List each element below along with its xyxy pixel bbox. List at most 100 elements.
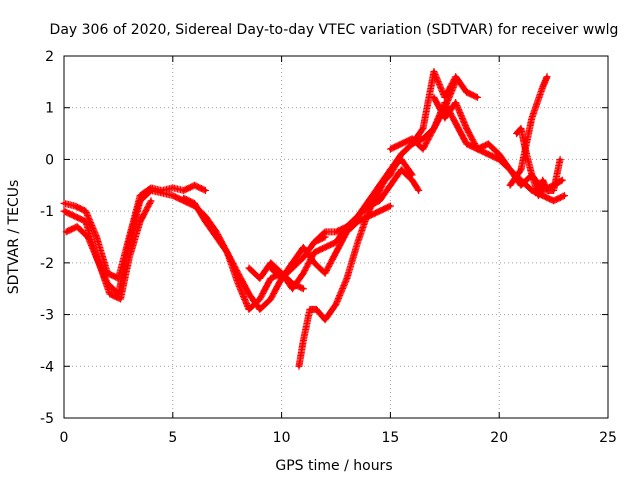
data-point bbox=[432, 69, 436, 74]
data-point bbox=[367, 204, 371, 208]
chart-title: Day 306 of 2020, Sidereal Day-to-day VTE… bbox=[50, 22, 619, 38]
data-point bbox=[171, 186, 175, 190]
y-tick-label: -4 bbox=[40, 359, 54, 375]
x-tick-label: 25 bbox=[599, 430, 617, 446]
data-point bbox=[323, 271, 327, 275]
data-point bbox=[497, 152, 501, 156]
data-point bbox=[417, 188, 421, 193]
series-track-8 bbox=[310, 68, 481, 246]
x-tick-label: 5 bbox=[168, 430, 177, 446]
data-point bbox=[421, 126, 425, 130]
data-point bbox=[421, 147, 425, 151]
data-point bbox=[269, 276, 273, 280]
data-point bbox=[62, 201, 66, 205]
data-point bbox=[399, 142, 403, 146]
data-point bbox=[334, 230, 338, 234]
x-tick-label: 20 bbox=[490, 430, 508, 446]
data-point bbox=[530, 173, 534, 177]
data-point bbox=[127, 256, 131, 260]
data-marks bbox=[60, 68, 568, 370]
data-point bbox=[62, 209, 66, 213]
data-point bbox=[464, 126, 469, 130]
y-tick-label: -2 bbox=[40, 256, 54, 272]
data-point bbox=[247, 307, 251, 311]
data-point bbox=[269, 261, 273, 265]
x-axis-label: GPS time / hours bbox=[275, 458, 392, 474]
data-point bbox=[192, 183, 197, 187]
data-point bbox=[171, 194, 175, 198]
data-point bbox=[508, 168, 512, 172]
data-point bbox=[367, 199, 371, 203]
data-point bbox=[388, 147, 392, 151]
data-point bbox=[312, 240, 316, 244]
data-point bbox=[138, 219, 142, 224]
data-point bbox=[182, 196, 186, 200]
y-tick-label: -3 bbox=[40, 308, 54, 324]
data-point bbox=[149, 199, 153, 203]
data-point bbox=[116, 276, 120, 280]
data-point bbox=[530, 188, 534, 193]
data-point bbox=[75, 225, 79, 229]
data-point bbox=[73, 204, 77, 208]
data-point bbox=[64, 230, 68, 234]
data-point bbox=[301, 245, 305, 249]
plot-frame bbox=[63, 55, 609, 419]
data-point bbox=[258, 276, 262, 280]
data-point bbox=[301, 338, 305, 343]
axis-ticks: 0 5 10 15 20 25 -5 -4 -3 -2 -1 0 1 2 bbox=[40, 49, 617, 446]
data-point bbox=[388, 204, 392, 208]
data-point bbox=[377, 183, 382, 187]
data-point bbox=[486, 152, 490, 156]
data-point bbox=[410, 137, 414, 141]
data-point bbox=[475, 147, 480, 151]
data-point bbox=[86, 235, 90, 239]
data-point bbox=[345, 225, 349, 229]
y-tick-label: 1 bbox=[45, 101, 54, 117]
data-point bbox=[410, 178, 414, 182]
data-point bbox=[334, 302, 338, 306]
data-point bbox=[345, 276, 349, 280]
data-point bbox=[421, 137, 425, 141]
data-point bbox=[443, 116, 447, 120]
data-point bbox=[138, 194, 142, 198]
data-point bbox=[443, 95, 447, 99]
data-point bbox=[464, 142, 469, 146]
data-point bbox=[84, 209, 88, 213]
data-point bbox=[105, 271, 110, 275]
data-point bbox=[312, 250, 316, 255]
data-point bbox=[203, 219, 208, 224]
data-point bbox=[541, 85, 545, 89]
data-point bbox=[236, 281, 240, 286]
data-point bbox=[486, 142, 490, 146]
data-point bbox=[247, 292, 251, 296]
data-point bbox=[160, 188, 164, 193]
data-point bbox=[552, 188, 556, 193]
data-point bbox=[225, 250, 229, 255]
y-axis-label: SDTVAR / TECUs bbox=[6, 180, 22, 295]
data-point bbox=[454, 75, 458, 79]
data-point bbox=[236, 271, 240, 275]
data-point bbox=[536, 194, 540, 198]
data-point bbox=[290, 287, 295, 291]
data-point bbox=[95, 235, 99, 239]
data-point bbox=[552, 199, 556, 203]
series-track-13 bbox=[365, 166, 423, 210]
data-point bbox=[377, 209, 382, 213]
y-tick-label: 0 bbox=[45, 152, 54, 168]
data-point bbox=[149, 186, 153, 190]
data-point bbox=[519, 168, 523, 172]
data-point bbox=[515, 131, 519, 136]
data-point bbox=[214, 235, 218, 239]
data-point bbox=[545, 75, 549, 79]
data-point bbox=[388, 173, 392, 177]
data-point bbox=[443, 100, 447, 105]
data-point bbox=[301, 287, 305, 291]
data-point bbox=[519, 126, 523, 130]
grid bbox=[64, 56, 608, 418]
data-point bbox=[312, 261, 316, 265]
data-point bbox=[290, 261, 295, 265]
data-point bbox=[432, 95, 436, 99]
series-track-2 bbox=[60, 181, 209, 282]
data-point bbox=[508, 183, 512, 187]
